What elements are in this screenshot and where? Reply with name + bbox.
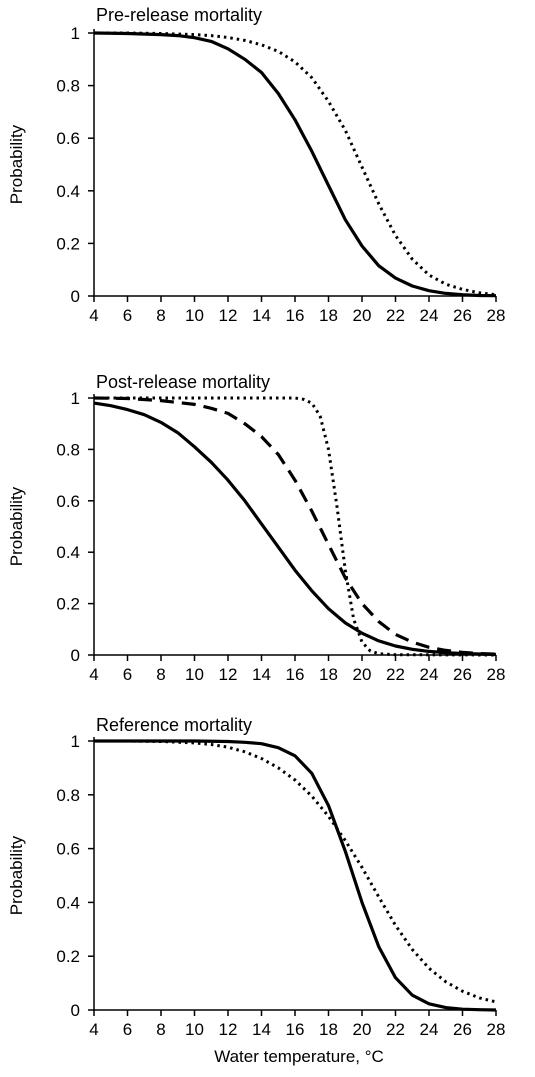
series-line-solid: [93, 401, 497, 657]
y-axis-label: Probability: [7, 835, 26, 915]
series-line-dotted: [94, 396, 497, 657]
y-tick-label: 0: [71, 287, 80, 306]
x-tick-label: 14: [252, 665, 271, 684]
y-tick-label: 0.6: [56, 129, 80, 148]
x-tick-label: 4: [89, 1020, 98, 1039]
y-tick-label: 0.8: [56, 440, 80, 459]
y-tick-label: 0.2: [56, 595, 80, 614]
x-tick-label: 20: [353, 1020, 372, 1039]
x-tick-label: 18: [319, 665, 338, 684]
x-tick-label: 8: [156, 1020, 165, 1039]
y-axis-label: Probability: [7, 486, 26, 566]
y-axis-label: Probability: [7, 124, 26, 204]
x-tick-label: 14: [252, 1020, 271, 1039]
series-line-dashed: [93, 396, 497, 656]
x-tick-label: 8: [156, 306, 165, 325]
y-tick-label: 0.4: [56, 543, 80, 562]
y-tick-label: 0.4: [56, 893, 80, 912]
series-line-dotted: [94, 31, 497, 297]
x-tick-label: 24: [420, 306, 439, 325]
x-tick-label: 18: [319, 306, 338, 325]
x-tick-label: 22: [386, 665, 405, 684]
x-tick-label: 16: [286, 1020, 305, 1039]
x-tick-label: 24: [420, 1020, 439, 1039]
x-tick-label: 18: [319, 1020, 338, 1039]
x-tick-label: 16: [286, 306, 305, 325]
y-tick-label: 0: [71, 646, 80, 665]
x-tick-label: 12: [219, 1020, 238, 1039]
y-tick-label: 0.6: [56, 840, 80, 859]
x-tick-label: 26: [453, 1020, 472, 1039]
panel-title: Pre-release mortality: [96, 5, 262, 25]
x-tick-label: 12: [219, 306, 238, 325]
y-tick-label: 0.2: [56, 234, 80, 253]
x-tick-label: 20: [353, 665, 372, 684]
panel-title: Reference mortality: [96, 715, 252, 735]
x-tick-label: 10: [185, 1020, 204, 1039]
series-line-solid: [93, 31, 497, 298]
x-tick-label: 8: [156, 665, 165, 684]
x-tick-label: 22: [386, 306, 405, 325]
x-tick-label: 22: [386, 1020, 405, 1039]
y-tick-label: 0.2: [56, 947, 80, 966]
x-tick-label: 28: [487, 665, 506, 684]
x-tick-label: 20: [353, 306, 372, 325]
x-tick-label: 10: [185, 306, 204, 325]
x-tick-label: 16: [286, 665, 305, 684]
x-tick-label: 10: [185, 665, 204, 684]
series-line-dotted: [94, 739, 497, 1004]
x-tick-label: 28: [487, 306, 506, 325]
x-tick-label: 14: [252, 306, 271, 325]
x-tick-label: 26: [453, 665, 472, 684]
x-tick-label: 6: [123, 665, 132, 684]
x-tick-label: 28: [487, 1020, 506, 1039]
y-tick-label: 0: [71, 1001, 80, 1020]
y-tick-label: 0.6: [56, 492, 80, 511]
y-tick-label: 1: [71, 24, 80, 43]
x-tick-label: 4: [89, 306, 98, 325]
y-tick-label: 0.4: [56, 182, 80, 201]
y-tick-label: 1: [71, 732, 80, 751]
x-tick-label: 12: [219, 665, 238, 684]
panel-title: Post-release mortality: [96, 372, 270, 392]
series-line-solid: [94, 739, 497, 1012]
x-axis-label: Water temperature, °C: [214, 1047, 384, 1066]
x-tick-label: 26: [453, 306, 472, 325]
y-tick-label: 1: [71, 389, 80, 408]
x-tick-label: 6: [123, 1020, 132, 1039]
x-tick-label: 24: [420, 665, 439, 684]
y-tick-label: 0.8: [56, 77, 80, 96]
y-tick-label: 0.8: [56, 786, 80, 805]
x-tick-label: 6: [123, 306, 132, 325]
x-tick-label: 4: [89, 665, 98, 684]
